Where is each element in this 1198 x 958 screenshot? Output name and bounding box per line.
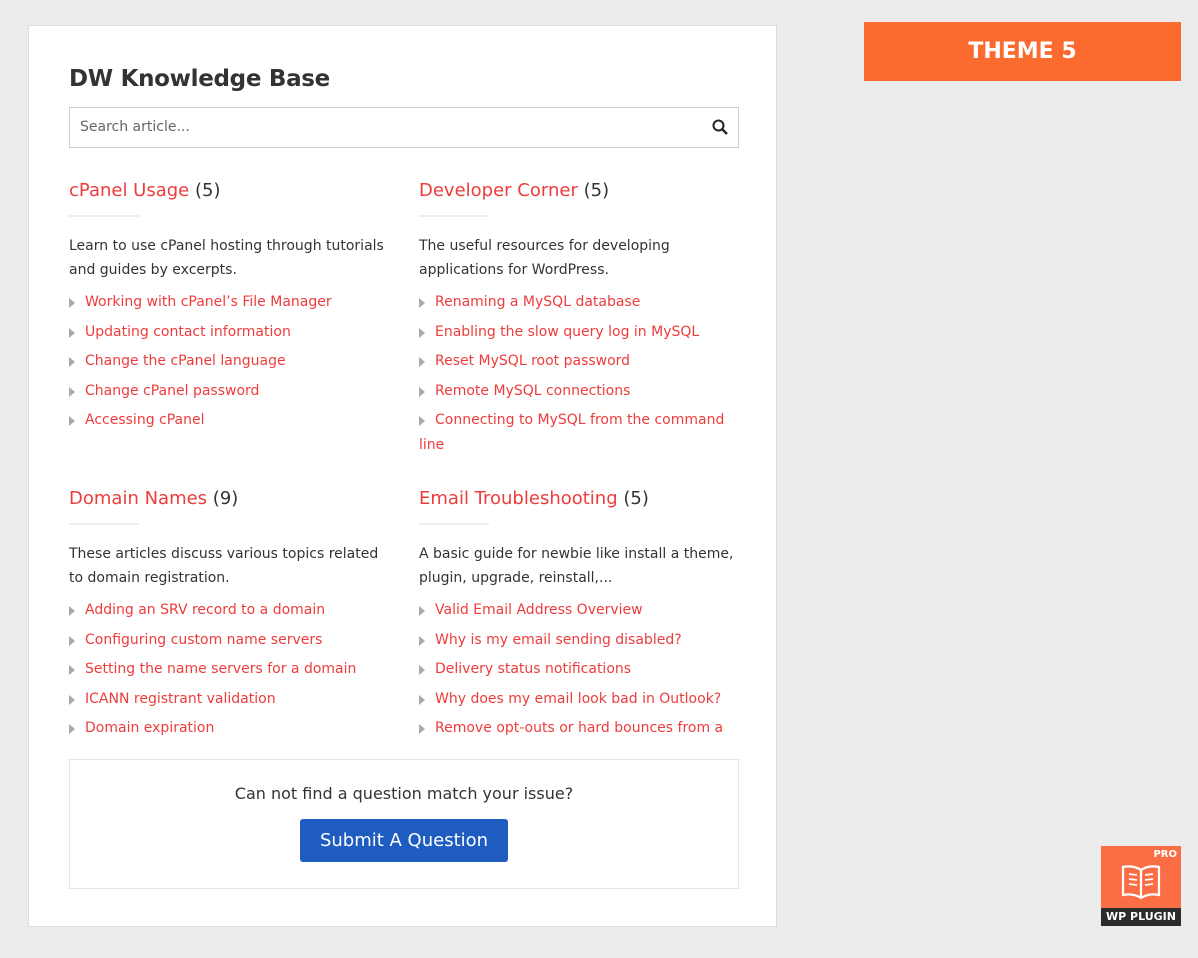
article-link[interactable]: Why is my email sending disabled? bbox=[419, 628, 739, 653]
article-title[interactable]: Renaming a MySQL database bbox=[435, 294, 641, 310]
article-link[interactable]: Working with cPanel’s File Manager bbox=[69, 290, 389, 315]
category-heading: Developer Corner (5) bbox=[419, 180, 739, 201]
article-link[interactable]: Configuring custom name servers bbox=[69, 628, 389, 653]
article-link[interactable]: ICANN registrant validation bbox=[69, 687, 389, 712]
article-title[interactable]: Setting the name servers for a domain bbox=[85, 661, 357, 677]
category-count: (5) bbox=[623, 488, 649, 509]
article-title[interactable]: Reset MySQL root password bbox=[435, 353, 631, 369]
category-heading: cPanel Usage (5) bbox=[69, 180, 389, 201]
submit-question-button[interactable]: Submit A Question bbox=[299, 819, 509, 862]
search-box bbox=[69, 107, 739, 148]
article-link[interactable]: Domain expiration bbox=[69, 716, 389, 741]
article-title[interactable]: ICANN registrant validation bbox=[85, 690, 276, 707]
knowledge-base-card: DW Knowledge Base cPanel Usage (5) Learn… bbox=[28, 25, 777, 927]
category-description: The useful resources for developing appl… bbox=[419, 238, 670, 278]
category-description: A basic guide for newbie like install a … bbox=[419, 546, 734, 586]
triangle-bullet-icon bbox=[69, 606, 75, 616]
wp-plugin-label: WP PLUGIN bbox=[1101, 908, 1181, 926]
article-link[interactable]: Delivery status notifications bbox=[419, 657, 739, 682]
triangle-bullet-icon bbox=[419, 327, 425, 338]
wp-plugin-pro-badge: PRO WP PLUGIN bbox=[1101, 846, 1181, 926]
article-title[interactable]: Connecting to MySQL from the command lin… bbox=[419, 412, 725, 453]
page-title: DW Knowledge Base bbox=[69, 66, 330, 92]
pro-label: PRO bbox=[1153, 849, 1177, 860]
divider bbox=[419, 215, 489, 217]
category-description: These articles discuss various topics re… bbox=[69, 546, 379, 586]
category-link[interactable]: cPanel Usage bbox=[69, 180, 190, 201]
article-link[interactable]: Remote MySQL connections bbox=[419, 379, 739, 404]
category-count: (9) bbox=[212, 488, 239, 509]
theme-label: THEME 5 bbox=[864, 22, 1181, 81]
divider bbox=[69, 523, 139, 525]
article-link[interactable]: Accessing cPanel bbox=[69, 408, 389, 433]
triangle-bullet-icon bbox=[419, 694, 425, 705]
article-title[interactable]: Accessing cPanel bbox=[85, 412, 205, 428]
category-link[interactable]: Domain Names bbox=[69, 488, 208, 509]
triangle-bullet-icon bbox=[419, 665, 425, 675]
triangle-bullet-icon bbox=[419, 386, 425, 397]
category-section: cPanel Usage (5) Learn to use cPanel hos… bbox=[69, 180, 389, 438]
article-title[interactable]: Domain expiration bbox=[85, 720, 215, 736]
triangle-bullet-icon bbox=[69, 416, 75, 426]
article-title[interactable]: Why does my email look bad in Outlook? bbox=[435, 690, 722, 707]
divider bbox=[69, 215, 139, 217]
article-title[interactable]: Change cPanel password bbox=[85, 382, 260, 399]
category-section: Developer Corner (5) The useful resource… bbox=[419, 180, 739, 463]
article-link[interactable]: Remove opt-outs or hard bounces from a bbox=[419, 716, 739, 741]
divider bbox=[419, 523, 489, 525]
category-count: (5) bbox=[583, 180, 610, 201]
ask-question-box: Can not find a question match your issue… bbox=[69, 759, 739, 889]
category-link[interactable]: Email Troubleshooting bbox=[419, 488, 618, 509]
triangle-bullet-icon bbox=[69, 694, 75, 705]
article-link[interactable]: Updating contact information bbox=[69, 320, 389, 345]
category-heading: Email Troubleshooting (5) bbox=[419, 488, 739, 509]
article-title[interactable]: Adding an SRV record to a domain bbox=[85, 602, 326, 618]
article-link[interactable]: Reset MySQL root password bbox=[419, 349, 739, 374]
book-icon bbox=[1121, 865, 1161, 900]
article-title[interactable]: Remove opt-outs or hard bounces from a bbox=[435, 720, 724, 736]
article-link[interactable]: Adding an SRV record to a domain bbox=[69, 598, 389, 623]
article-link[interactable]: Enabling the slow query log in MySQL bbox=[419, 320, 739, 345]
footer-text: Can not find a question match your issue… bbox=[234, 784, 574, 803]
triangle-bullet-icon bbox=[419, 416, 425, 426]
triangle-bullet-icon bbox=[69, 386, 75, 397]
triangle-bullet-icon bbox=[69, 665, 75, 675]
category-section: Email Troubleshooting (5) A basic guide … bbox=[419, 488, 739, 746]
triangle-bullet-icon bbox=[419, 357, 425, 367]
article-link[interactable]: Valid Email Address Overview bbox=[419, 598, 739, 623]
triangle-bullet-icon bbox=[419, 635, 425, 646]
category-count: (5) bbox=[195, 180, 221, 201]
article-title[interactable]: Working with cPanel’s File Manager bbox=[85, 294, 332, 310]
article-link[interactable]: Renaming a MySQL database bbox=[419, 290, 739, 315]
triangle-bullet-icon bbox=[69, 298, 75, 308]
triangle-bullet-icon bbox=[69, 357, 75, 367]
triangle-bullet-icon bbox=[69, 327, 75, 338]
triangle-bullet-icon bbox=[69, 635, 75, 646]
search-input[interactable] bbox=[70, 108, 690, 146]
article-title[interactable]: Updating contact information bbox=[85, 323, 291, 340]
article-title[interactable]: Valid Email Address Overview bbox=[435, 602, 643, 618]
category-heading: Domain Names (9) bbox=[69, 488, 389, 509]
article-link[interactable]: Change the cPanel language bbox=[69, 349, 389, 374]
triangle-bullet-icon bbox=[419, 298, 425, 308]
article-link[interactable]: Change cPanel password bbox=[69, 379, 389, 404]
article-title[interactable]: Configuring custom name servers bbox=[85, 631, 323, 648]
article-title[interactable]: Change the cPanel language bbox=[85, 353, 286, 369]
search-icon[interactable] bbox=[712, 119, 728, 135]
article-title[interactable]: Enabling the slow query log in MySQL bbox=[435, 323, 700, 340]
triangle-bullet-icon bbox=[419, 606, 425, 616]
article-link[interactable]: Why does my email look bad in Outlook? bbox=[419, 687, 739, 712]
article-link[interactable]: Setting the name servers for a domain bbox=[69, 657, 389, 682]
category-section: Domain Names (9) These articles discuss … bbox=[69, 488, 389, 746]
category-link[interactable]: Developer Corner bbox=[419, 180, 578, 201]
category-description: Learn to use cPanel hosting through tuto… bbox=[69, 238, 384, 278]
triangle-bullet-icon bbox=[419, 724, 425, 734]
article-title[interactable]: Remote MySQL connections bbox=[435, 382, 631, 399]
triangle-bullet-icon bbox=[69, 724, 75, 734]
article-link[interactable]: Connecting to MySQL from the command lin… bbox=[419, 408, 739, 458]
article-title[interactable]: Why is my email sending disabled? bbox=[435, 631, 682, 648]
article-title[interactable]: Delivery status notifications bbox=[435, 661, 632, 677]
